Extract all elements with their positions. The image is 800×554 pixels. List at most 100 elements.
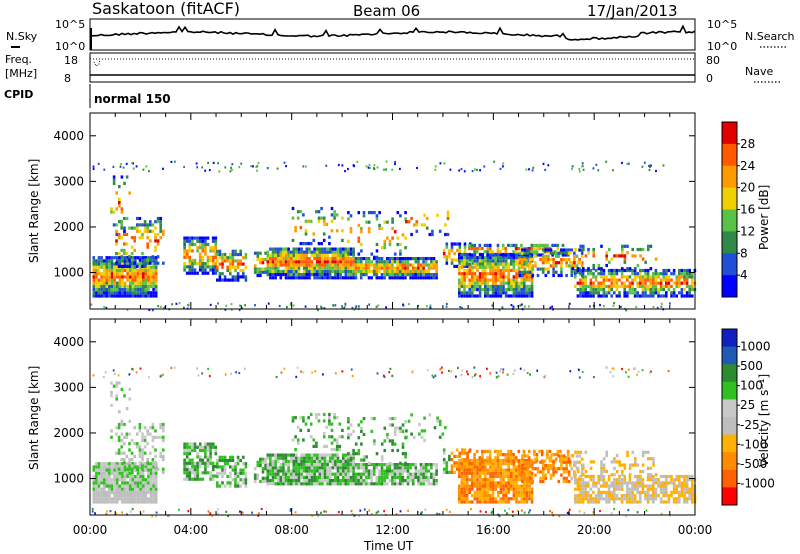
range-gate-cell <box>465 272 469 276</box>
range-gate-cell <box>123 484 127 488</box>
range-gate-cell <box>552 264 555 268</box>
range-gate-cell <box>521 454 524 458</box>
range-gate-cell <box>256 460 260 464</box>
range-gate-cell <box>471 484 474 488</box>
range-gate-cell <box>334 247 337 251</box>
range-gate-cell <box>579 450 582 454</box>
range-gate-cell <box>448 255 451 259</box>
range-gate-cell <box>118 494 122 498</box>
range-gate-cell <box>541 476 545 480</box>
range-gate-cell <box>193 442 197 446</box>
range-gate-cell <box>377 304 380 307</box>
range-gate-cell <box>223 484 227 488</box>
range-gate-cell <box>523 484 526 488</box>
range-gate-cell <box>605 251 608 255</box>
range-gate-cell <box>105 490 109 494</box>
range-gate-cell <box>128 268 132 273</box>
range-gate-cell <box>521 251 524 255</box>
range-gate-cell <box>278 304 281 308</box>
range-gate-cell <box>507 471 510 475</box>
range-gate-cell <box>551 305 554 308</box>
range-gate-cell <box>655 169 657 172</box>
range-gate-cell <box>547 254 550 258</box>
range-gate-cell <box>644 294 647 298</box>
range-gate-cell <box>512 456 515 460</box>
range-gate-cell <box>544 168 547 171</box>
range-gate-cell <box>528 479 532 484</box>
range-gate-cell <box>308 459 311 463</box>
range-gate-cell <box>321 482 324 486</box>
range-gate-cell <box>411 276 415 280</box>
range-gate-cell <box>419 257 423 261</box>
range-gate-cell <box>113 471 116 475</box>
range-gate-cell <box>295 482 298 486</box>
range-gate-cell <box>378 260 381 264</box>
range-gate-cell <box>131 294 135 298</box>
range-gate-cell <box>422 260 425 264</box>
range-gate-cell <box>562 457 566 461</box>
range-gate-cell <box>628 463 632 467</box>
range-gate-cell <box>567 479 571 484</box>
range-gate-cell <box>274 472 277 476</box>
range-gate-cell <box>128 432 131 436</box>
range-gate-cell <box>325 164 328 167</box>
range-gate-cell <box>102 500 106 504</box>
range-gate-cell <box>573 257 576 262</box>
range-gate-cell <box>399 242 402 247</box>
range-gate-cell <box>196 246 199 250</box>
range-gate-cell <box>471 256 474 260</box>
range-gate-cell <box>287 273 290 277</box>
range-gate-cell <box>206 271 210 275</box>
range-gate-cell <box>391 423 394 427</box>
range-gate-cell <box>497 268 500 273</box>
range-gate-cell <box>465 268 469 273</box>
range-gate-cell <box>149 294 153 298</box>
range-gate-cell <box>458 248 462 252</box>
range-gate-cell <box>143 229 147 233</box>
range-gate-cell <box>347 432 350 437</box>
range-gate-cell <box>525 262 529 266</box>
range-gate-cell <box>274 266 277 270</box>
range-gate-cell <box>665 275 668 279</box>
range-gate-cell <box>484 278 487 282</box>
range-gate-cell <box>115 490 119 494</box>
range-gate-cell <box>491 304 494 307</box>
range-gate-cell <box>125 242 129 246</box>
range-gate-cell <box>481 481 484 485</box>
range-gate-cell <box>183 239 186 243</box>
range-gate-cell <box>300 260 303 264</box>
range-gate-cell <box>136 226 139 230</box>
range-gate-cell <box>154 464 157 468</box>
range-gate-cell <box>154 248 157 252</box>
range-gate-cell <box>531 479 535 484</box>
range-gate-cell <box>657 484 660 488</box>
range-gate-cell <box>569 260 572 264</box>
range-gate-cell <box>359 269 363 273</box>
range-gate-cell <box>592 251 595 255</box>
range-gate-cell <box>336 266 340 270</box>
range-gate-cell <box>491 481 495 485</box>
range-gate-cell <box>144 497 148 501</box>
range-gate-cell <box>453 252 456 256</box>
range-gate-cell <box>401 429 405 433</box>
range-gate-cell <box>300 247 303 251</box>
range-gate-cell <box>483 449 487 453</box>
range-gate-cell <box>318 260 322 264</box>
range-gate-cell <box>209 303 212 306</box>
range-gate-cell <box>388 466 392 470</box>
range-gate-cell <box>565 257 568 262</box>
range-gate-cell <box>509 459 513 463</box>
range-gate-cell <box>279 253 283 257</box>
range-gate-cell <box>378 226 381 231</box>
range-gate-cell <box>357 252 361 256</box>
range-gate-cell <box>450 261 454 265</box>
range-gate-cell <box>234 471 237 475</box>
range-gate-cell <box>605 481 608 485</box>
range-gate-cell <box>527 449 531 453</box>
range-gate-cell <box>515 494 518 498</box>
range-gate-cell <box>683 484 686 488</box>
range-gate-cell <box>479 169 481 172</box>
range-gate-cell <box>685 497 689 501</box>
range-gate-cell <box>659 484 663 488</box>
range-gate-cell <box>313 273 316 277</box>
